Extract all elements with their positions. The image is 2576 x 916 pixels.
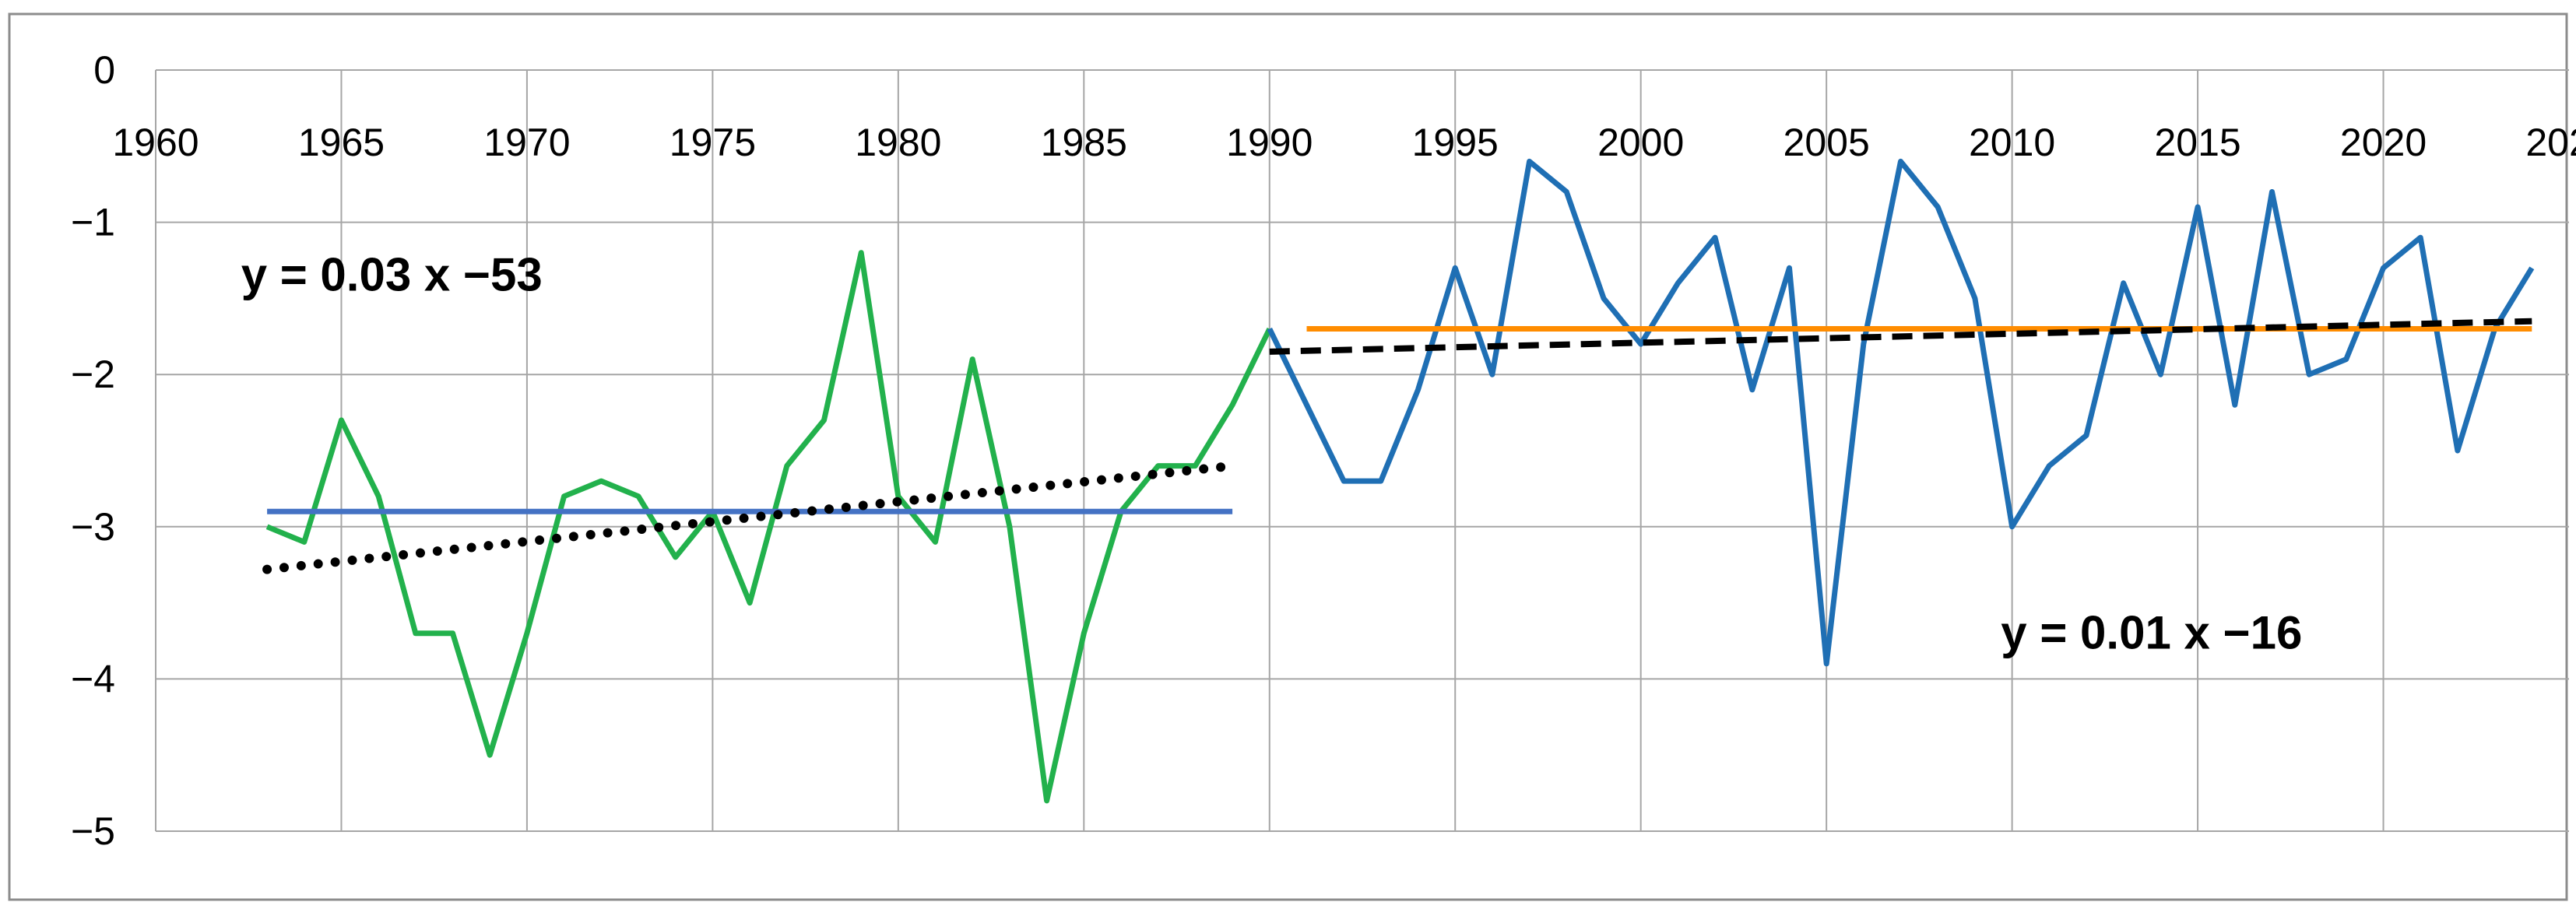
y-tick-label: −2 (71, 353, 115, 396)
x-tick-label: 2025 (2525, 121, 2576, 164)
series-line-1 (265, 250, 1272, 804)
y-tick-label: −5 (71, 809, 115, 853)
x-tick-label: 1985 (1041, 121, 1127, 164)
trend-equation-label: y = 0.03 x −53 (241, 249, 543, 301)
annotations: y = 0.03 x −53 y = 0.01 x −16 (241, 249, 2303, 659)
grid (155, 69, 2569, 832)
x-tick-label: 1965 (298, 121, 385, 164)
x-tick-label: 1990 (1226, 121, 1313, 164)
series-line-5 (262, 461, 1238, 574)
x-tick-label: 1975 (669, 121, 756, 164)
x-axis-ticks: 1960 1965 1970 1975 1980 1985 1990 1995 2000 2005… (112, 121, 2576, 164)
x-tick-label: 2010 (1969, 121, 2055, 164)
y-tick-label: −4 (71, 657, 115, 700)
x-tick-label: 1970 (483, 121, 570, 164)
x-tick-label: 1980 (855, 121, 941, 164)
x-tick-label: 1995 (1412, 121, 1499, 164)
series-line-2 (1267, 158, 2535, 667)
series-line-6 (1269, 318, 2532, 355)
y-tick-label: −3 (71, 505, 115, 549)
x-tick-label: 1960 (112, 121, 199, 164)
x-tick-label: 2020 (2340, 121, 2427, 164)
x-tick-label: 2000 (1597, 121, 1684, 164)
series-group (262, 158, 2535, 804)
y-tick-label: −1 (71, 201, 115, 244)
chart-frame (8, 12, 2568, 901)
y-tick-label: 0 (93, 48, 115, 92)
y-axis-ticks: 0 −1 −2 −3 −4 −5 (71, 48, 115, 853)
x-tick-label: 2005 (1784, 121, 1870, 164)
x-tick-label: 2015 (2154, 121, 2240, 164)
trend-equation-label: y = 0.01 x −16 (2001, 606, 2302, 658)
